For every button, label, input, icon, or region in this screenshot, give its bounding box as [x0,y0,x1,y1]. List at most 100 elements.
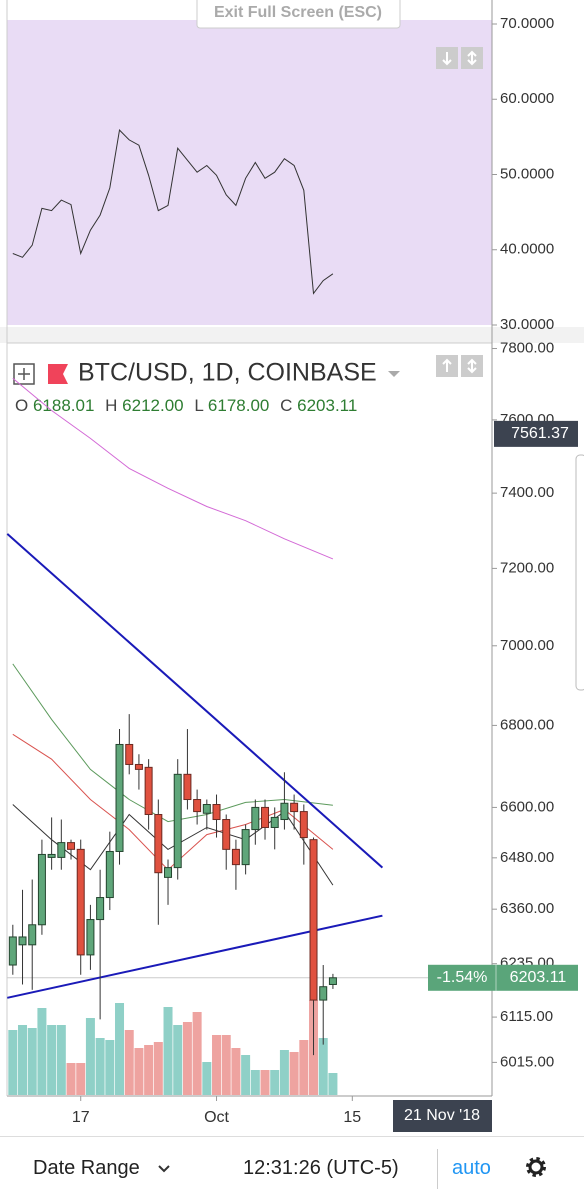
candle-body [8,936,17,966]
volume-bar [212,1035,222,1095]
last-price-box [428,964,578,991]
y-tick-label: 7800.00 [500,339,554,356]
volume-bar [260,1070,270,1095]
candle-body [173,773,182,869]
clock: 12:31:26 (UTC-5) [243,1157,399,1179]
candle-body [241,829,250,866]
bottom-bar: Date Range 12:31:26 (UTC-5) auto [0,1136,584,1200]
date-range-button[interactable]: Date Range [33,1157,140,1179]
last-price-label: 6203.11 [510,969,567,986]
y-tick-label: 7400.00 [500,484,554,501]
volume-bar [95,1038,105,1095]
y-tick-label: 6360.00 [500,900,554,917]
volume-bar [18,1025,28,1095]
candle-body [67,842,76,850]
candle-body [328,977,337,985]
candle-body [115,743,124,852]
candle-body [47,853,56,858]
volume-bar [47,1025,57,1095]
candle-body [105,850,114,899]
volume-bar [105,1040,115,1095]
y-tick-label: 60.0000 [500,90,554,107]
volume-bar [115,1003,125,1095]
volume-bar [192,1012,202,1095]
candle-body [134,763,143,770]
divider [437,1149,438,1189]
candle-body [125,743,134,765]
auto-scale-button[interactable]: auto [452,1157,491,1179]
pane-buttons[interactable] [436,47,483,377]
x-tick-label: Oct [204,1109,229,1126]
date-box [393,1100,492,1132]
y-tick-label: 6600.00 [500,798,554,815]
candle-body [212,804,221,821]
candle-body [96,897,105,921]
x-tick-label: 17 [72,1109,90,1126]
y-tick-label: 6800.00 [500,716,554,733]
candle-body [144,766,153,816]
volume-bar [299,1040,309,1095]
y-tick-label: 70.0000 [500,15,554,32]
exit-button-label[interactable]: Exit Full Screen (ESC) [214,4,382,21]
volume-bar [27,1028,37,1095]
volume-bar [270,1070,280,1095]
y-tick-label: 30.0000 [500,316,554,333]
y-tick-label: 7000.00 [500,637,554,654]
volume-bar [37,1008,47,1095]
volume-bar [8,1030,18,1095]
candle-body [280,802,289,821]
candle-body [290,802,299,813]
y-tick-label: 6480.00 [500,849,554,866]
candle-body [309,839,318,1001]
price-marker-box [494,420,578,447]
volume-bar [318,1038,328,1095]
candle-body [231,848,240,866]
volume-bar [124,1030,134,1095]
chart: BTC/USD, 1D, COINBASE O 6188.01 H 6212.0… [0,0,584,1132]
candle-body [251,806,260,831]
volume-bar [85,1018,95,1095]
ohlc-legend: O 6188.01 H 6212.00 L 6178.00 C 6203.11 [15,396,357,415]
volume-bar [231,1048,241,1095]
symbol-icons[interactable] [13,363,400,385]
candle-body [202,804,211,814]
candle-body [299,811,308,839]
volume-bar [153,1042,163,1095]
candle-body [319,986,328,1001]
volume-bar [279,1050,289,1095]
scrollbar[interactable] [575,454,584,691]
volume-bar [202,1062,212,1095]
y-tick-label: 40.0000 [500,241,554,258]
y-tick-label: 6115.00 [500,1008,553,1025]
candle-body [164,867,173,878]
exit-button[interactable] [196,0,401,29]
volume-bar [173,1025,183,1095]
volume-bar [328,1073,338,1095]
volume-bar [250,1070,260,1095]
volume-bar [76,1063,86,1095]
y-tick-label: 6015.00 [500,1053,554,1070]
symbol-title: BTC/USD, 1D, COINBASE [78,359,377,387]
date-label: 21 Nov '18 [404,1107,480,1124]
volume-bar [66,1063,76,1095]
y-tick-label: 7200.00 [500,559,554,576]
moving-average [12,663,333,823]
volume-bar [289,1052,299,1095]
x-tick-label: 15 [343,1109,361,1126]
settings-icon[interactable] [523,1154,549,1180]
trendline [7,914,383,999]
volume-bar [56,1025,66,1095]
candle-body [154,814,163,874]
marks: 70.0000 60.0000 50.0000 40.0000 30.0000 7800.… [6,15,578,1126]
dropdown-icon[interactable] [157,1164,171,1174]
change-label: -1.54% [437,969,488,986]
volume-bar [163,1007,173,1095]
candle-body [222,819,231,850]
trendline [6,533,384,869]
candle-body [57,842,66,858]
volume-bar [134,1048,144,1095]
y-tick-label: 50.0000 [500,165,554,182]
candle-body [270,816,279,828]
volume-bar [221,1035,231,1095]
